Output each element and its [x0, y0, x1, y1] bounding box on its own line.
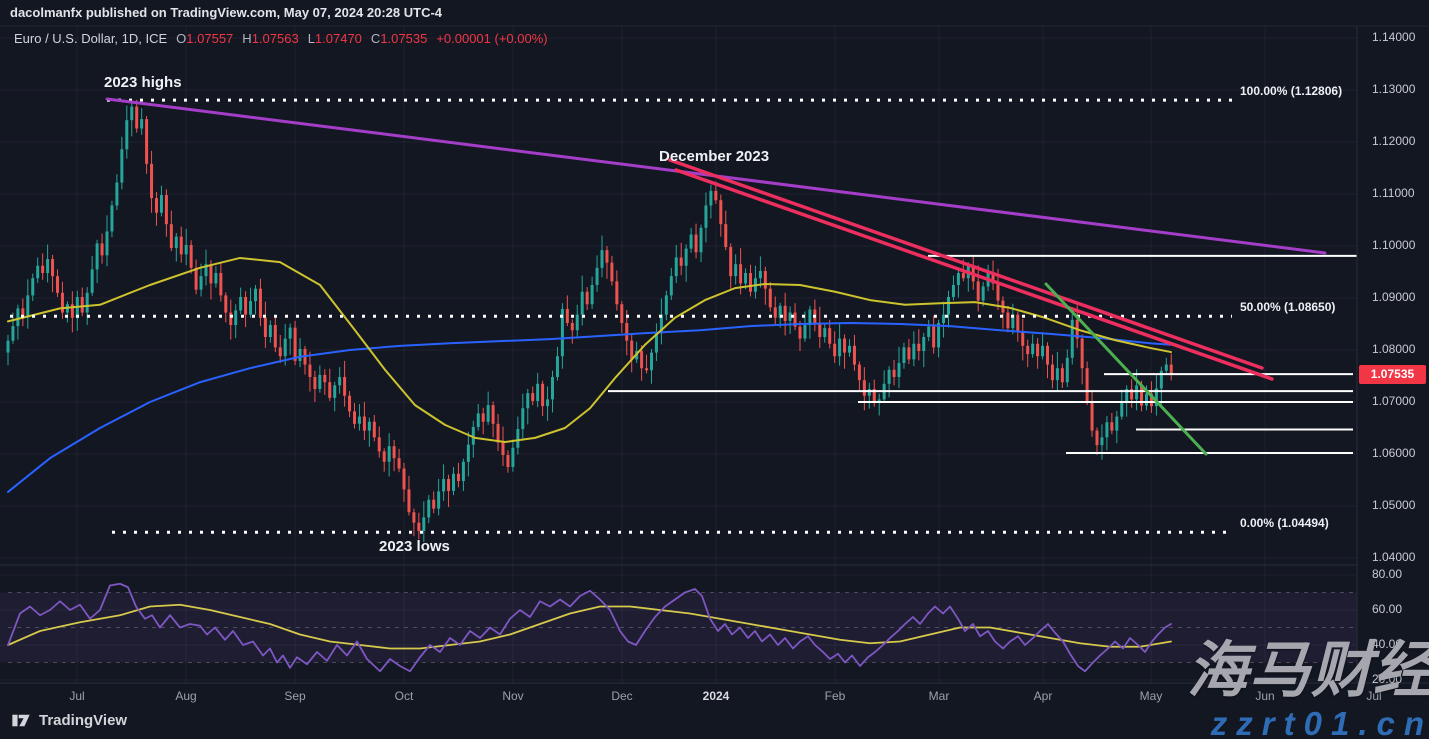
symbol-legend: Euro / U.S. Dollar, 1D, ICE O1.07557 H1.… — [14, 31, 548, 46]
symbol-title: Euro / U.S. Dollar, 1D, ICE — [14, 31, 168, 46]
ohlc-open: O1.07557 — [176, 31, 234, 46]
change-value: +0.00001 (+0.00%) — [436, 31, 548, 46]
watermark-chinese: 海马财经 — [1186, 636, 1429, 704]
ohlc-close: C1.07535 — [370, 31, 428, 46]
watermark-site: zzrt01.cn — [1210, 705, 1429, 739]
ohlc-high: H1.07563 — [242, 31, 299, 46]
last-price-badge: 1.07535 — [1359, 365, 1426, 384]
tradingview-brand[interactable]: TradingView — [39, 712, 128, 729]
tradingview-logo-icon[interactable] — [10, 713, 32, 728]
price-axis[interactable] — [1357, 26, 1429, 683]
ohlc-low: L1.07470 — [307, 31, 362, 46]
publish-info-text: dacolmanfx published on TradingView.com,… — [10, 5, 443, 20]
publish-info: dacolmanfx published on TradingView.com,… — [10, 5, 442, 20]
attribution: TradingView — [10, 712, 127, 729]
